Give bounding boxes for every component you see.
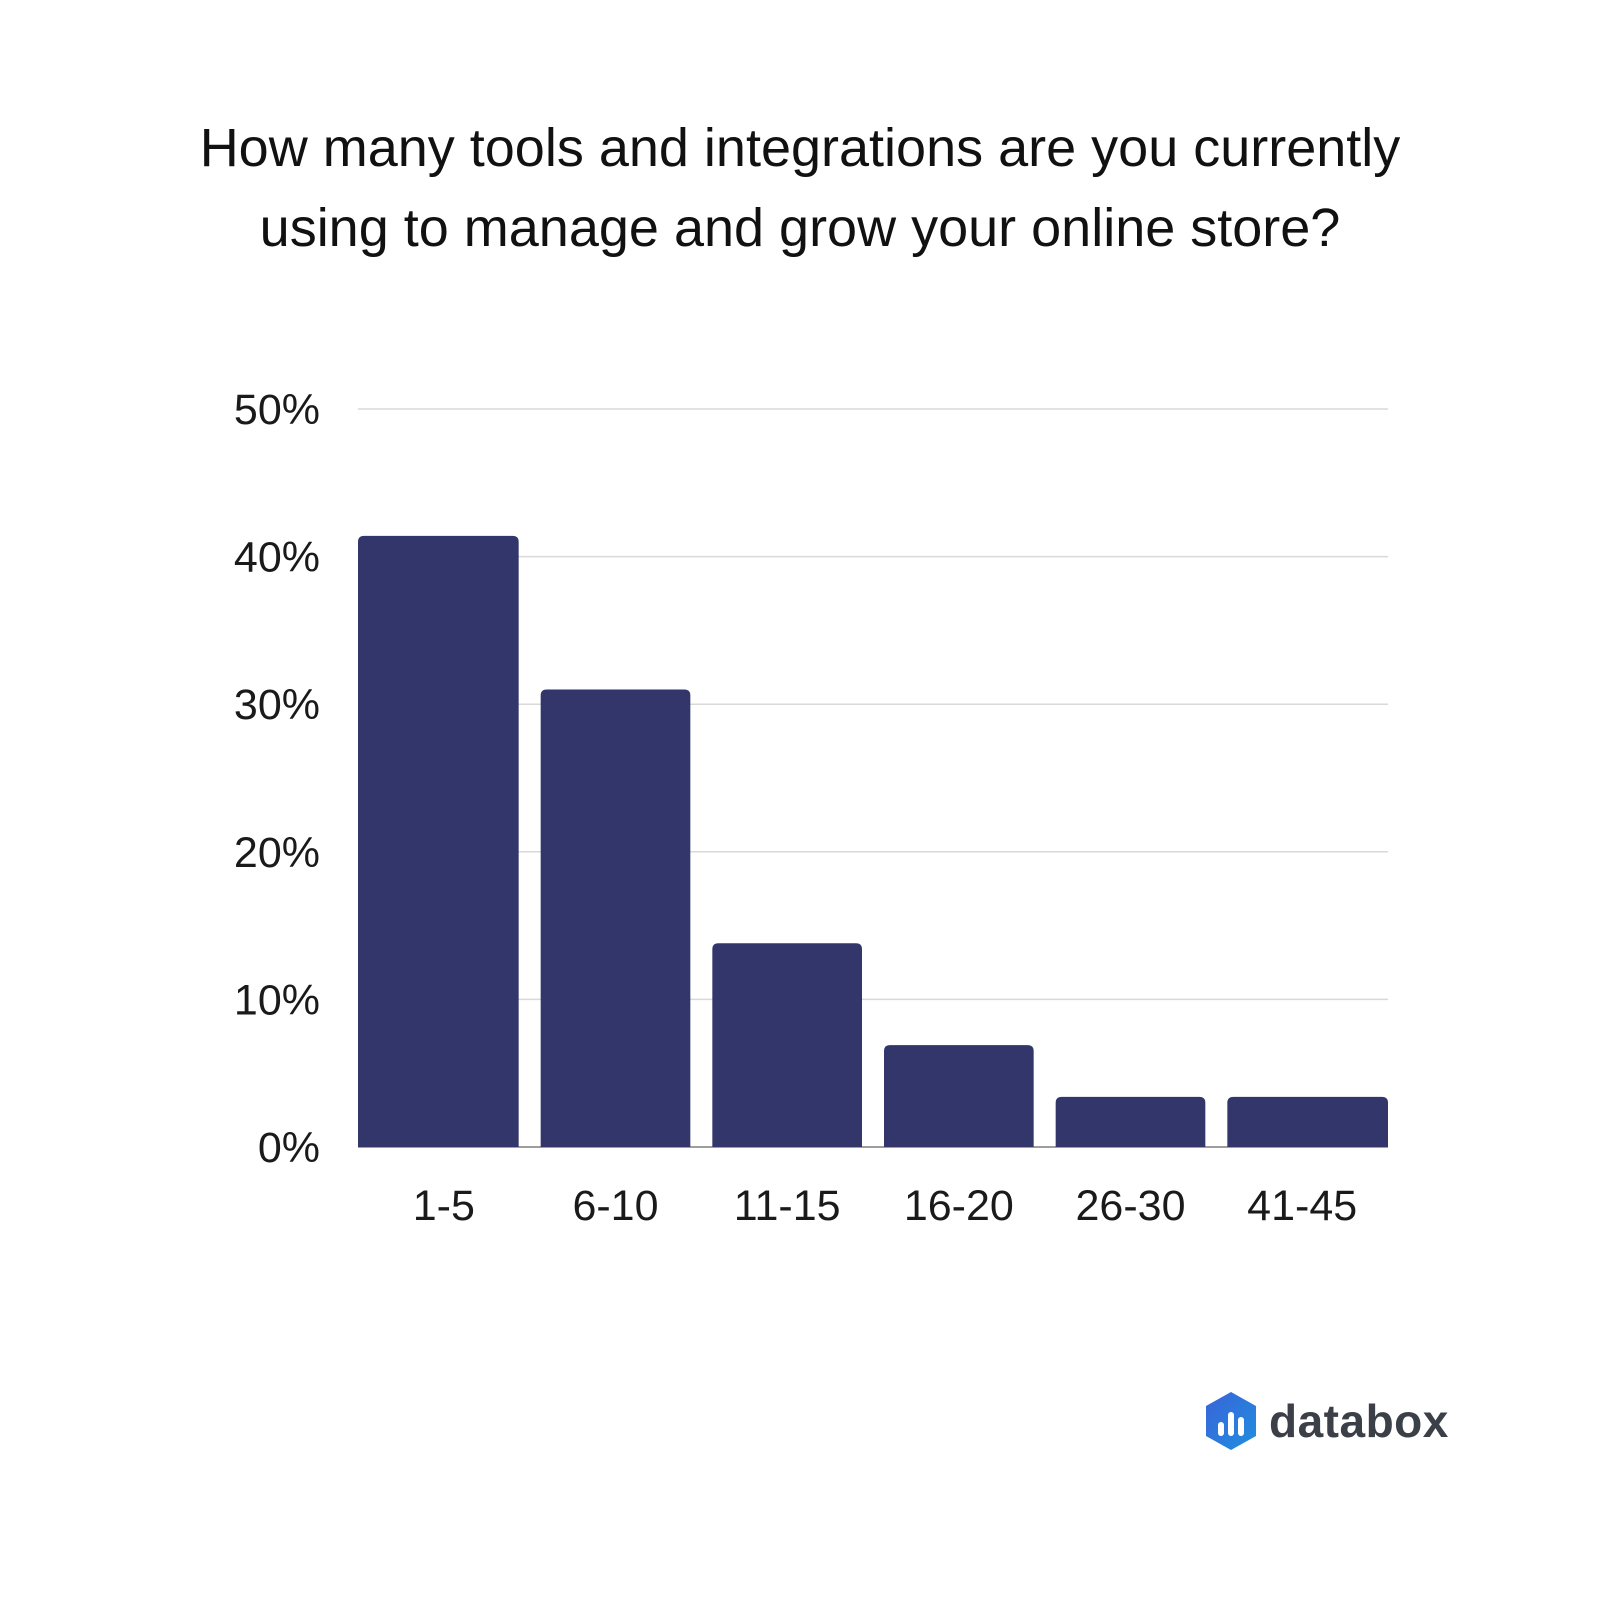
chart-title-line-2: using to manage and grow your online sto…	[259, 198, 1341, 258]
bar-11-15	[712, 943, 862, 1147]
y-tick-label: 20%	[234, 829, 320, 877]
x-tick-label: 16-20	[904, 1182, 1014, 1230]
brand-name: databox	[1269, 1395, 1449, 1447]
x-tick-label: 6-10	[572, 1182, 658, 1230]
bar-6-10	[540, 689, 691, 1147]
x-tick-label: 26-30	[1076, 1182, 1186, 1230]
grid-lines	[358, 408, 1388, 1148]
y-tick-label: 50%	[234, 386, 320, 434]
bar-1-5	[358, 535, 519, 1147]
bar-41-45	[1227, 1096, 1388, 1147]
bar-16-20	[884, 1045, 1034, 1147]
y-tick-label: 0%	[258, 1124, 320, 1172]
y-axis-ticks: 0% 10% 20% 30% 40% 50%	[234, 386, 320, 1172]
bars	[358, 535, 1388, 1147]
bar-26-30	[1055, 1096, 1206, 1147]
y-tick-label: 10%	[234, 976, 320, 1024]
y-tick-label: 40%	[234, 534, 320, 582]
x-tick-label: 1-5	[413, 1182, 475, 1230]
chart-title: How many tools and integrations are you …	[100, 108, 1500, 268]
chart-title-line-1: How many tools and integrations are you …	[199, 118, 1401, 178]
x-tick-label: 41-45	[1247, 1182, 1357, 1230]
databox-brand: databox	[1203, 1388, 1449, 1454]
x-tick-label: 11-15	[734, 1182, 841, 1230]
databox-logo-icon	[1206, 1392, 1256, 1450]
x-axis-ticks: 1-5 6-10 11-15 16-20 26-30 41-45	[413, 1182, 1357, 1230]
y-tick-label: 30%	[234, 681, 320, 729]
